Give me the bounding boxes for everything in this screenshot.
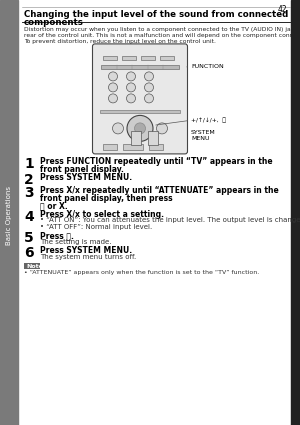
Text: 2: 2 [24,173,34,187]
Text: Ⓐ or X.: Ⓐ or X. [40,201,68,210]
Text: Press FUNCTION repeatedly until “TV” appears in the: Press FUNCTION repeatedly until “TV” app… [40,157,273,167]
Text: 5: 5 [24,231,34,245]
Circle shape [109,72,118,81]
Text: • “ATT OFF”: Normal input level.: • “ATT OFF”: Normal input level. [40,224,152,230]
Circle shape [127,94,136,103]
Text: Press X/x repeatedly until “ATTENUATE” appears in the: Press X/x repeatedly until “ATTENUATE” a… [40,187,279,196]
Circle shape [145,94,154,103]
Bar [101,65,179,69]
Bar [141,56,155,60]
Circle shape [134,123,146,134]
Text: • “ATTENUATE” appears only when the function is set to the “TV” function.: • “ATTENUATE” appears only when the func… [24,270,259,275]
Bar [103,144,117,150]
Text: Press X/x to select a setting.: Press X/x to select a setting. [40,210,164,219]
Text: Press Ⓐ.: Press Ⓐ. [40,231,74,241]
Text: Press SYSTEM MENU.: Press SYSTEM MENU. [40,173,132,182]
Text: rear of the control unit. This is not a malfunction and will depend on the compo: rear of the control unit. This is not a … [24,33,300,38]
Bar [103,56,117,60]
Circle shape [157,123,167,134]
Text: Press SYSTEM MENU.: Press SYSTEM MENU. [40,246,132,255]
Bar [131,131,141,145]
Text: To prevent distortion, reduce the input level on the control unit.: To prevent distortion, reduce the input … [24,39,216,44]
Bar [100,110,180,113]
Circle shape [112,123,124,134]
FancyBboxPatch shape [92,44,188,154]
Bar [291,0,300,425]
Text: • “ATT ON”: You can attenuates the input level. The output level is changed.: • “ATT ON”: You can attenuates the input… [40,218,300,224]
Text: The setting is made.: The setting is made. [40,239,112,245]
Text: Basic Operations: Basic Operations [6,185,12,244]
Bar [122,56,136,60]
Text: FUNCTION: FUNCTION [191,65,224,69]
Text: 42: 42 [278,5,287,14]
Text: Distortion may occur when you listen to a component connected to the TV (AUDIO I: Distortion may occur when you listen to … [24,27,300,32]
Text: Changing the input level of the sound from connected: Changing the input level of the sound fr… [24,10,288,19]
Text: Note: Note [26,264,43,269]
Bar [24,264,40,269]
Text: front panel display.: front panel display. [40,165,124,174]
Bar [0,0,18,425]
Text: The system menu turns off.: The system menu turns off. [40,254,136,260]
Circle shape [109,83,118,92]
Text: SYSTEM
MENU: SYSTEM MENU [191,130,216,141]
Text: 3: 3 [24,187,34,201]
Bar [160,56,174,60]
Bar [149,144,163,150]
Circle shape [145,83,154,92]
Circle shape [127,116,153,142]
Circle shape [127,83,136,92]
Text: +/↑/↓/+,  Ⓐ: +/↑/↓/+, Ⓐ [191,118,226,123]
Text: 6: 6 [24,246,34,261]
Bar [148,131,158,145]
Text: components: components [24,18,84,27]
Text: front panel display, then press: front panel display, then press [40,194,172,203]
Circle shape [145,72,154,81]
Bar [123,144,143,150]
Circle shape [127,72,136,81]
Text: 4: 4 [24,210,34,224]
Circle shape [109,94,118,103]
Text: 1: 1 [24,157,34,171]
